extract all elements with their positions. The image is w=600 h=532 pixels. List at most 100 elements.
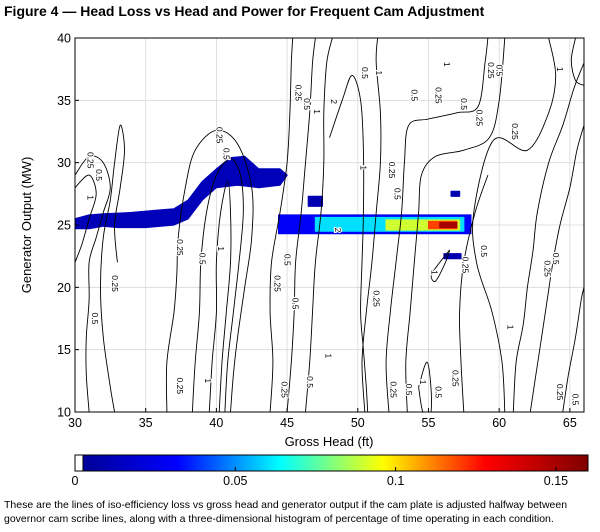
y-tick-label: 25 — [57, 219, 71, 233]
contour-label: 0.25 — [388, 381, 398, 398]
contour-label: 0.25 — [433, 87, 443, 104]
axis-ticks: 30 35 40 45 50 55 60 65 10 15 20 25 30 35 40 — [57, 32, 577, 431]
x-tick-label: 30 — [68, 416, 82, 430]
contour-line — [191, 158, 244, 412]
colorbar-tick-label: 0.1 — [387, 474, 404, 488]
contour-label: 0.25 — [279, 381, 289, 398]
contour-label: 0.5 — [282, 254, 292, 266]
contour-label: 1 — [418, 380, 428, 385]
contour-label: 0.25 — [371, 290, 381, 307]
contour-line — [430, 249, 451, 283]
contour-label: 0.25 — [460, 257, 470, 274]
contour-label: 1 — [312, 109, 322, 114]
x-tick-label: 35 — [139, 416, 153, 430]
x-tick-label: 40 — [209, 416, 223, 430]
y-tick-label: 40 — [57, 32, 71, 46]
contour-label: 0.25 — [486, 62, 496, 79]
x-tick-label: 45 — [280, 416, 294, 430]
contour-chart: 0.250.510.250.50.250.50.250.510.25 10.250… — [19, 32, 589, 488]
contour-label: 0.25 — [555, 384, 565, 401]
contour-label: 0.5 — [571, 394, 581, 406]
contour-line — [472, 38, 557, 412]
contour-label: 2 — [333, 228, 343, 233]
contour-label: 0.25 — [450, 370, 460, 387]
contour-label: 0.25 — [110, 275, 120, 292]
contour-line — [75, 155, 111, 412]
contour-label: 0.5 — [459, 98, 469, 110]
x-tick-label: 60 — [492, 416, 506, 430]
contour-label: 0.5 — [404, 384, 414, 396]
y-tick-label: 30 — [57, 156, 71, 170]
y-tick-label: 35 — [57, 94, 71, 108]
colorbar-tick-label: 0.05 — [223, 474, 247, 488]
contour-line — [512, 62, 584, 412]
contour-label: 0.5 — [302, 98, 312, 110]
contour-label: 1 — [359, 165, 369, 170]
contour-label: 2 — [329, 99, 339, 104]
histogram-region — [75, 155, 288, 230]
contour-label: 1 — [323, 353, 333, 358]
contour-label: 0.25 — [475, 110, 485, 127]
contour-label: 0.5 — [197, 253, 207, 265]
contour-line — [208, 180, 232, 412]
contour-line — [165, 129, 254, 412]
contour-layer — [75, 38, 584, 412]
contour-line — [329, 74, 369, 412]
y-tick-label: 20 — [57, 281, 71, 295]
contour-label: 1 — [216, 246, 226, 251]
contour-label: 1 — [86, 195, 96, 200]
contour-label: 0.25 — [214, 127, 224, 144]
contour-label: 0.5 — [360, 67, 370, 79]
contour-line — [269, 38, 294, 412]
x-tick-label: 65 — [563, 416, 577, 430]
contour-line — [305, 38, 333, 412]
x-tick-label: 50 — [351, 416, 365, 430]
histogram-region — [450, 190, 461, 197]
x-tick-label: 55 — [422, 416, 436, 430]
contour-line — [459, 174, 489, 412]
y-axis-label: Generator Output (MW) — [19, 157, 34, 294]
figure-title: Figure 4 — Head Loss vs Head and Power f… — [4, 3, 485, 19]
contour-line — [405, 38, 506, 412]
colorbar-tick-label: 0.15 — [544, 474, 568, 488]
contour-label: 1 — [203, 378, 213, 383]
contour-label: 0.25 — [175, 239, 185, 256]
contour-label: 1 — [429, 270, 439, 275]
contour-line — [562, 287, 584, 412]
contour-label: 1 — [506, 325, 516, 330]
contour-label: 0.25 — [510, 123, 520, 140]
contour-line — [75, 174, 97, 263]
contour-line — [418, 361, 432, 412]
contour-label: 0.5 — [494, 65, 504, 77]
y-tick-label: 15 — [57, 343, 71, 357]
colorbar-ticks: 0 0.05 0.1 0.15 — [72, 454, 568, 488]
contour-label: 0.5 — [434, 386, 444, 398]
histogram-region — [307, 195, 323, 207]
histogram-region — [439, 221, 458, 229]
contour-label: 0.25 — [387, 162, 397, 179]
contour-line — [570, 38, 584, 86]
contour-label: 0.5 — [392, 188, 402, 200]
colorbar — [74, 454, 589, 472]
contour-label: 0.25 — [542, 260, 552, 277]
colorbar-tick-label: 0 — [72, 474, 79, 488]
contour-label: 0.5 — [409, 89, 419, 101]
contour-label: 0.25 — [272, 275, 282, 292]
contour-label: 0.5 — [479, 245, 489, 257]
contour-label: 0.5 — [305, 376, 315, 388]
contour-label: 0.25 — [86, 152, 96, 169]
contour-label-layer: 0.250.510.250.50.250.50.250.510.25 10.250… — [85, 61, 582, 407]
contour-line — [361, 38, 382, 412]
contour-label: 1 — [442, 62, 452, 67]
contour-label: 0.25 — [175, 378, 185, 395]
contour-label: 0.5 — [221, 148, 231, 160]
contour-label: 1 — [555, 67, 565, 72]
figure-caption: These are the lines of iso-efficiency lo… — [4, 499, 568, 525]
contour-line — [286, 38, 316, 412]
contour-label: 0.5 — [291, 298, 301, 310]
contour-label: 0.5 — [94, 169, 104, 181]
contour-line — [100, 124, 125, 412]
colorbar-zero-cell — [74, 454, 84, 472]
contour-line — [385, 38, 489, 412]
contour-label: 0.5 — [90, 313, 100, 325]
